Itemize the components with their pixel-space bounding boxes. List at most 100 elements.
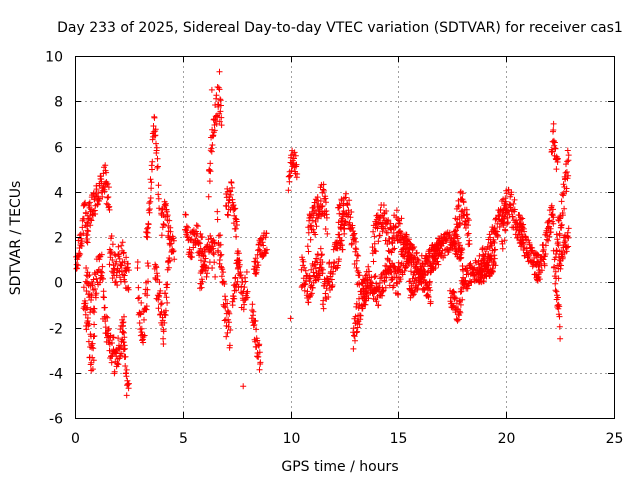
data-point [329,282,336,288]
data-point [565,243,572,250]
data-point [104,180,111,187]
data-point [440,240,447,247]
data-point [228,179,235,186]
data-point [485,251,492,257]
data-point [203,273,210,280]
x-tick-label: 15 [390,431,408,447]
data-point [492,262,499,269]
data-point [320,186,327,193]
data-point [413,249,420,256]
data-point [415,281,422,288]
data-point [558,198,565,205]
data-point [351,230,358,237]
data-point [84,236,91,242]
data-point [494,232,501,239]
data-point [262,234,269,241]
data-point [291,149,298,156]
data-point [366,268,373,275]
data-point [465,230,472,237]
data-point [313,223,320,230]
data-point [525,237,532,244]
data-point [136,294,143,301]
data-point [259,253,266,260]
data-point [242,278,249,285]
data-point [374,225,381,232]
data-point [221,317,228,324]
data-point [508,189,515,196]
data-point [155,305,162,312]
data-point [343,190,349,197]
data-point [286,178,293,185]
data-point [559,212,566,219]
data-point [439,247,446,254]
data-point [149,166,155,173]
data-point [105,194,112,200]
data-point [109,340,115,346]
data-point [342,218,349,225]
grid [75,56,614,418]
data-point [375,302,382,309]
data-point [325,278,332,285]
data-point [216,68,223,75]
data-point [556,232,563,239]
data-point [335,219,342,226]
data-point [453,295,459,302]
data-point [224,300,231,307]
data-point [100,275,106,282]
data-point [552,145,559,152]
data-point [121,313,127,320]
data-point [313,255,320,262]
data-point [90,276,97,283]
data-point [150,123,157,129]
data-point [546,207,553,214]
data-point [370,228,377,235]
data-point [219,266,226,273]
data-point [338,226,345,233]
data-point [563,185,570,192]
data-point [483,246,490,253]
data-point [166,241,173,248]
data-point [359,305,366,312]
y-tick-labels: -6 -4 -2 0 2 4 6 8 10 [45,50,63,428]
data-point [336,210,343,217]
data-point [86,272,93,278]
data-point [161,222,167,228]
data-point [348,209,355,215]
data-point [342,194,349,201]
data-point [171,256,178,263]
data-point [305,248,312,255]
data-point [255,262,262,269]
data-point [335,262,341,269]
data-point [79,224,86,231]
data-point [320,181,327,188]
data-point [350,345,357,352]
data-point [393,207,400,214]
data-point [232,274,239,281]
data-point [197,230,204,237]
data-point [145,263,152,269]
data-point [554,294,561,301]
data-point [158,232,165,239]
data-point [351,261,358,267]
data-point [99,263,106,270]
data-point [427,287,434,294]
data-point [210,132,217,139]
data-point [103,169,110,176]
data-point [117,343,124,350]
data-point [214,114,221,120]
data-point [145,221,152,228]
data-point [517,236,524,243]
data-point [373,280,380,287]
data-point [161,201,168,208]
data-point [194,223,201,230]
data-point [315,215,321,222]
data-point [89,281,96,287]
data-point [82,311,89,318]
data-point [232,225,239,232]
data-point [164,281,171,288]
data-point [99,193,106,200]
data-point [375,238,382,245]
data-point [263,250,269,257]
data-point [85,228,92,235]
data-point [204,270,211,277]
